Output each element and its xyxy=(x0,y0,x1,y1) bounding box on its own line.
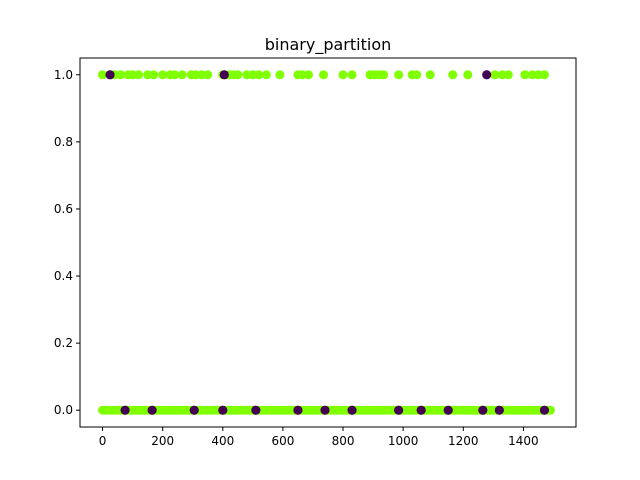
x-tick-label: 200 xyxy=(151,434,174,448)
x-axis: 0 200 400 600 800 1000 1200 1400 xyxy=(99,427,539,448)
data-point xyxy=(116,70,126,80)
data-point xyxy=(379,70,389,80)
data-point xyxy=(347,70,357,80)
data-point xyxy=(347,405,357,415)
x-tick-label: 800 xyxy=(332,434,355,448)
data-point xyxy=(416,405,426,415)
data-point xyxy=(158,70,168,80)
y-tick-label: 1.0 xyxy=(54,68,73,82)
x-tick-label: 1400 xyxy=(508,434,539,448)
data-point xyxy=(318,70,328,80)
data-point xyxy=(320,405,330,415)
data-point xyxy=(394,405,404,415)
data-point xyxy=(189,405,199,415)
x-tick-label: 400 xyxy=(211,434,234,448)
data-point xyxy=(539,70,549,80)
data-point xyxy=(463,70,473,80)
plot-frame xyxy=(79,57,577,428)
data-point xyxy=(478,405,488,415)
y-tick-label: 0.8 xyxy=(54,135,73,149)
data-point xyxy=(539,405,549,415)
data-point xyxy=(275,70,285,80)
data-point xyxy=(293,405,303,415)
x-tick-label: 0 xyxy=(99,434,107,448)
data-point xyxy=(494,405,504,415)
data-point xyxy=(219,70,229,80)
data-point xyxy=(251,405,261,415)
data-point xyxy=(233,70,243,80)
data-point xyxy=(203,70,213,80)
data-point xyxy=(261,70,271,80)
y-tick-label: 0.4 xyxy=(54,269,73,283)
data-point xyxy=(254,70,264,80)
x-tick-label: 1200 xyxy=(448,434,479,448)
data-point xyxy=(443,405,453,415)
y-tick-label: 0.0 xyxy=(54,403,73,417)
data-point xyxy=(134,70,144,80)
y-axis: 0.0 0.2 0.4 0.6 0.8 1.0 xyxy=(54,68,80,417)
data-point xyxy=(394,70,404,80)
data-point xyxy=(218,405,228,415)
data-point xyxy=(303,70,313,80)
chart-title: binary_partition xyxy=(265,35,392,55)
data-point xyxy=(412,70,422,80)
x-tick-label: 600 xyxy=(271,434,294,448)
data-points xyxy=(98,70,555,415)
x-tick-label: 1000 xyxy=(388,434,419,448)
data-point xyxy=(147,405,157,415)
data-point xyxy=(98,70,108,80)
data-point xyxy=(503,70,513,80)
data-point xyxy=(448,70,458,80)
data-point xyxy=(105,70,115,80)
y-tick-label: 0.2 xyxy=(54,336,73,350)
data-point xyxy=(120,405,130,415)
data-point xyxy=(425,70,435,80)
data-point xyxy=(482,70,492,80)
data-point xyxy=(177,70,187,80)
data-point xyxy=(338,70,348,80)
y-tick-label: 0.6 xyxy=(54,202,73,216)
data-point xyxy=(170,70,180,80)
data-point xyxy=(490,70,500,80)
data-point xyxy=(520,70,530,80)
data-point xyxy=(149,70,159,80)
